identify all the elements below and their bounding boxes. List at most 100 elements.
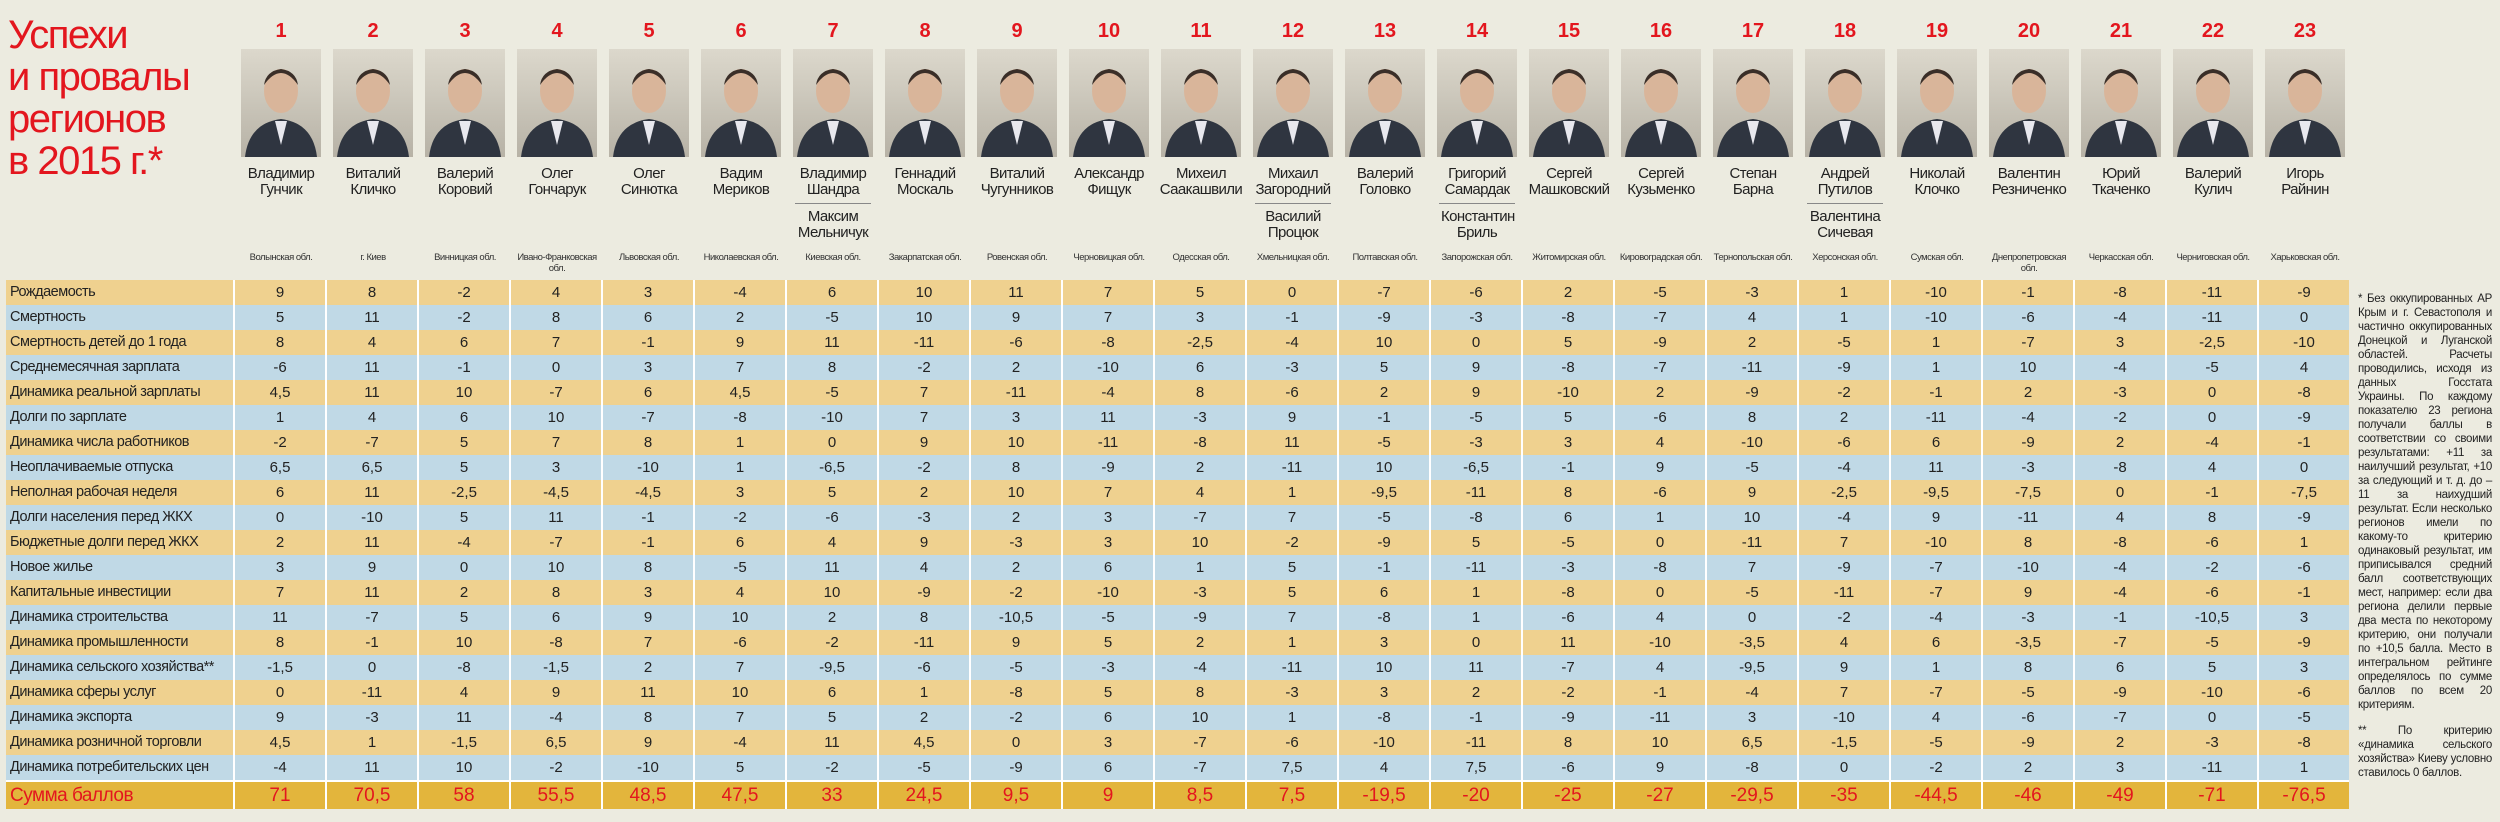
score-cell: 6: [1061, 755, 1153, 780]
score-cell: 6: [417, 330, 509, 355]
sum-cell: 9: [1061, 782, 1153, 809]
score-cell: -8: [1613, 555, 1705, 580]
score-cell: -10: [785, 405, 877, 430]
governor-column-header: 17 Степан Барна Тернопольская обл.: [1707, 0, 1799, 278]
score-cell: 7,5: [1429, 755, 1521, 780]
score-cell: -1,5: [233, 655, 325, 680]
score-cell: 8: [509, 580, 601, 605]
score-cell: 1: [233, 405, 325, 430]
score-cell: 4: [417, 680, 509, 705]
score-cell: -7: [1153, 755, 1245, 780]
sum-row: Сумма баллов 71 70,5 58 55,5 48,5 47,5 33 24,5 9,…: [6, 780, 2349, 809]
score-cell: 11: [601, 680, 693, 705]
score-cell: 3: [601, 280, 693, 305]
score-cell: 8: [601, 430, 693, 455]
score-cell: 2: [693, 305, 785, 330]
score-cell: 10: [693, 605, 785, 630]
score-cell: -2: [877, 455, 969, 480]
score-cell: -10,5: [969, 605, 1061, 630]
score-cell: 4: [1153, 480, 1245, 505]
score-cell: -4: [693, 280, 785, 305]
score-cell: -4: [509, 705, 601, 730]
governor-column-header: 22 Валерий Кулич Черниговская обл.: [2167, 0, 2259, 278]
governor-column-header: 18 Андрей Путилов Валентина Сичевая Херсо…: [1799, 0, 1891, 278]
score-cell: 7: [233, 580, 325, 605]
score-cell: -9: [877, 580, 969, 605]
governor-column-header: 13 Валерий Головко Полтавская обл.: [1339, 0, 1431, 278]
score-cell: -5: [1337, 430, 1429, 455]
score-cell: 9: [1889, 505, 1981, 530]
score-cell: 6: [693, 530, 785, 555]
score-cell: -10: [601, 755, 693, 780]
score-cell: 0: [1797, 755, 1889, 780]
governor-name: Олег Гончарук: [528, 165, 586, 198]
score-cell: 9: [1429, 380, 1521, 405]
score-cell: 0: [1613, 580, 1705, 605]
table-row: Неполная рабочая неделя 6 11 -2,5 -4,5 -4,5 3 5…: [6, 480, 2349, 505]
score-cell: -4,5: [601, 480, 693, 505]
score-cell: -2: [785, 755, 877, 780]
score-cell: 0: [2257, 455, 2349, 480]
rank-number: 3: [459, 20, 471, 42]
score-cell: 3: [969, 405, 1061, 430]
score-cell: -9: [1337, 305, 1429, 330]
table-row: Динамика числа работников -2 -7 5 7 8 1 0 9 10 -11…: [6, 430, 2349, 455]
score-cell: -8: [969, 680, 1061, 705]
governor-photo: [2081, 49, 2161, 157]
score-cell: 1: [877, 680, 969, 705]
score-cell: 7: [601, 630, 693, 655]
score-cell: 6,5: [233, 455, 325, 480]
score-cell: 3: [2257, 655, 2349, 680]
rank-number: 5: [643, 20, 655, 42]
score-cell: 5: [1153, 280, 1245, 305]
criterion-label: Динамика числа работников: [10, 434, 189, 450]
score-cell: -9: [1981, 430, 2073, 455]
score-cell: -3: [1981, 455, 2073, 480]
score-cell: 3: [1705, 705, 1797, 730]
score-cell: 10: [417, 380, 509, 405]
score-cell: 1: [2257, 530, 2349, 555]
sum-cell: 48,5: [601, 782, 693, 809]
governor-column-header: 4 Олег Гончарук Ивано-Франковская обл.: [511, 0, 603, 278]
score-cell: -2,5: [417, 480, 509, 505]
score-cell: -11: [1245, 455, 1337, 480]
governor-name: Василий Процюк: [1255, 203, 1331, 241]
score-cell: -1,5: [509, 655, 601, 680]
region-name: Закарпатская обл.: [888, 252, 962, 263]
page-title: Успехи и провалы регионов в 2015 г.*: [8, 14, 221, 182]
sum-cell: -27: [1613, 782, 1705, 809]
score-cell: 7: [1797, 530, 1889, 555]
score-cell: -9: [1797, 355, 1889, 380]
governor-name: Григорий Самардак: [1444, 165, 1510, 198]
score-cell: 7: [1705, 555, 1797, 580]
score-cell: 5: [1429, 530, 1521, 555]
score-cell: 2: [969, 555, 1061, 580]
governor-name: Валерий Кулич: [2184, 165, 2242, 198]
score-cell: -3: [1981, 605, 2073, 630]
score-cell: -8: [2073, 530, 2165, 555]
region-name: Харьковская обл.: [2270, 252, 2340, 263]
score-cell: -7: [601, 405, 693, 430]
score-cell: -10: [325, 505, 417, 530]
score-cell: -11: [1613, 705, 1705, 730]
score-cell: 4,5: [233, 730, 325, 755]
criterion-label: Капитальные инвестиции: [10, 584, 171, 600]
score-cell: -4: [417, 530, 509, 555]
governor-names: Юрий Ткаченко: [2075, 166, 2167, 198]
governor-column-header: 3 Валерий Коровий Винницкая обл.: [419, 0, 511, 278]
governor-name: Валерий Головко: [1356, 165, 1414, 198]
governor-column-header: 7 Владимир Шандра Максим Мельничук Киевск…: [787, 0, 879, 278]
score-cell: -3: [1429, 430, 1521, 455]
score-cell: 9: [233, 705, 325, 730]
score-cell: 4: [785, 530, 877, 555]
criterion-label: Рождаемость: [10, 284, 96, 300]
score-cell: 7: [509, 430, 601, 455]
score-cell: -3: [1061, 655, 1153, 680]
score-cell: 11: [785, 330, 877, 355]
governor-photo: [1713, 49, 1793, 157]
score-cell: 5: [1521, 405, 1613, 430]
score-cell: -11: [1981, 505, 2073, 530]
rank-number: 12: [1281, 20, 1305, 42]
score-cell: -11: [969, 380, 1061, 405]
rank-number: 1: [275, 20, 287, 42]
